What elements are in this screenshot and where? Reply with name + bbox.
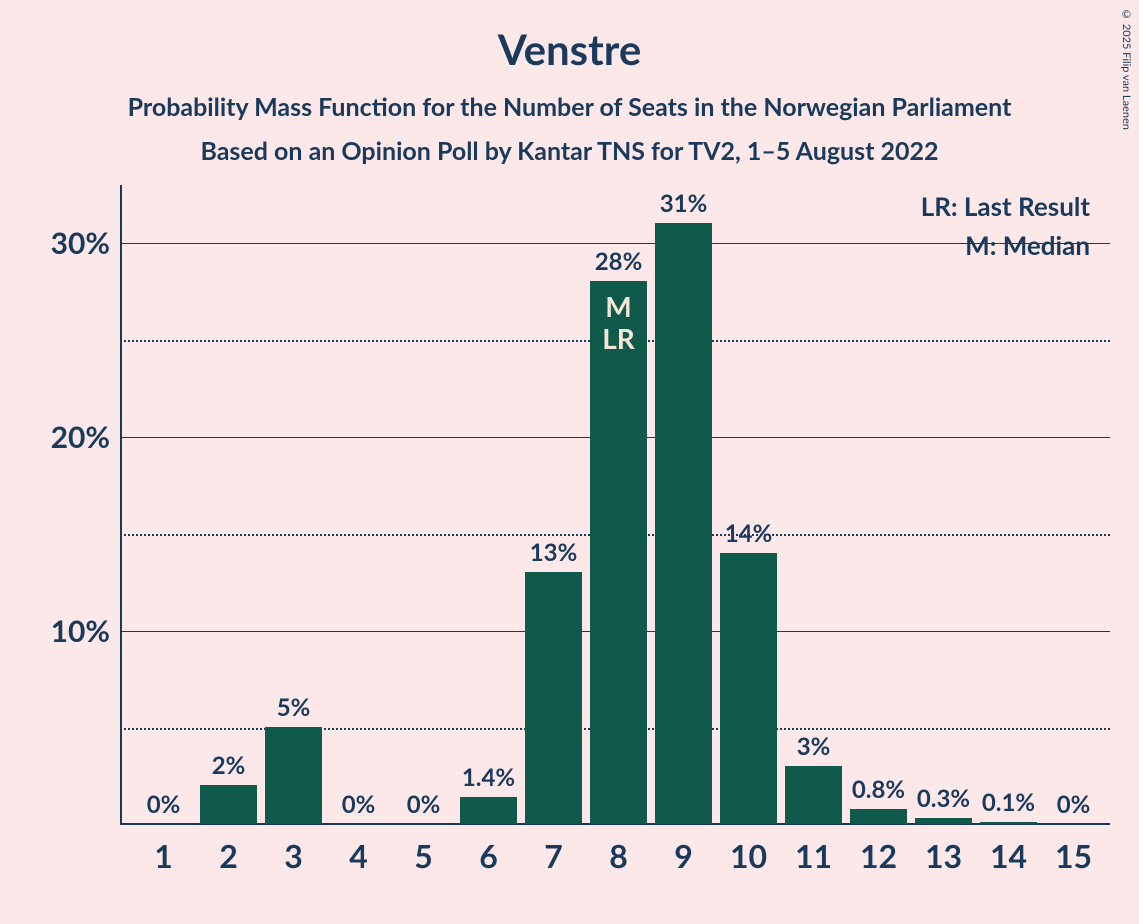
- bar: [525, 572, 582, 824]
- bar-value-label: 0%: [1057, 790, 1091, 819]
- x-tick-label: 13: [925, 836, 962, 875]
- bar-value-label: 31%: [660, 189, 708, 218]
- y-tick-label: 20%: [51, 419, 110, 455]
- x-tick-label: 2: [219, 836, 238, 875]
- bar: [785, 766, 842, 824]
- bar: [590, 281, 647, 824]
- bar: [200, 785, 257, 824]
- bar: [460, 797, 517, 824]
- x-tick-label: 8: [609, 836, 628, 875]
- bar-value-label: 0%: [407, 790, 441, 819]
- bar-value-label: 3%: [797, 732, 831, 761]
- bar: [655, 223, 712, 824]
- chart-subtitle-1: Probability Mass Function for the Number…: [0, 74, 1139, 122]
- bar-value-label: 28%: [595, 247, 643, 276]
- legend-m: M: Median: [921, 226, 1090, 265]
- x-tick-label: 15: [1055, 836, 1092, 875]
- plot-area: LR: Last Result M: Median 10%20%30%0%12%…: [120, 185, 1110, 825]
- bar-annotation: MLR: [602, 290, 635, 354]
- x-tick-label: 14: [990, 836, 1027, 875]
- gridline-major: [120, 243, 1110, 244]
- x-tick-label: 9: [674, 836, 693, 875]
- legend-lr: LR: Last Result: [921, 187, 1090, 226]
- y-tick-label: 10%: [51, 613, 110, 649]
- x-tick-label: 5: [414, 836, 433, 875]
- y-tick-label: 30%: [51, 225, 110, 261]
- x-tick-label: 4: [349, 836, 368, 875]
- bar-value-label: 14%: [725, 519, 773, 548]
- bar-value-label: 2%: [212, 751, 246, 780]
- x-tick-label: 6: [479, 836, 498, 875]
- x-tick-label: 1: [154, 836, 173, 875]
- x-tick-label: 10: [730, 836, 767, 875]
- bar-value-label: 13%: [530, 538, 578, 567]
- bar: [980, 822, 1037, 824]
- bar-value-label: 0.8%: [852, 775, 905, 804]
- bar-value-label: 0%: [147, 790, 181, 819]
- bar: [915, 818, 972, 824]
- bar-value-label: 5%: [277, 693, 311, 722]
- bar-value-label: 1.4%: [462, 763, 515, 792]
- x-tick-label: 11: [795, 836, 832, 875]
- bar-value-label: 0.1%: [982, 788, 1035, 817]
- chart-title: Venstre: [0, 0, 1139, 74]
- bar: [265, 727, 322, 824]
- chart-container: Venstre Probability Mass Function for th…: [0, 0, 1139, 924]
- legend: LR: Last Result M: Median: [921, 187, 1090, 265]
- x-tick-label: 7: [544, 836, 563, 875]
- x-tick-label: 12: [860, 836, 897, 875]
- bar: [720, 553, 777, 825]
- chart-subtitle-2: Based on an Opinion Poll by Kantar TNS f…: [0, 122, 1139, 166]
- copyright-text: © 2025 Filip van Laenen: [1120, 8, 1133, 130]
- bar-value-label: 0.3%: [917, 784, 970, 813]
- bar-value-label: 0%: [342, 790, 376, 819]
- bar: [850, 809, 907, 825]
- x-tick-label: 3: [284, 836, 303, 875]
